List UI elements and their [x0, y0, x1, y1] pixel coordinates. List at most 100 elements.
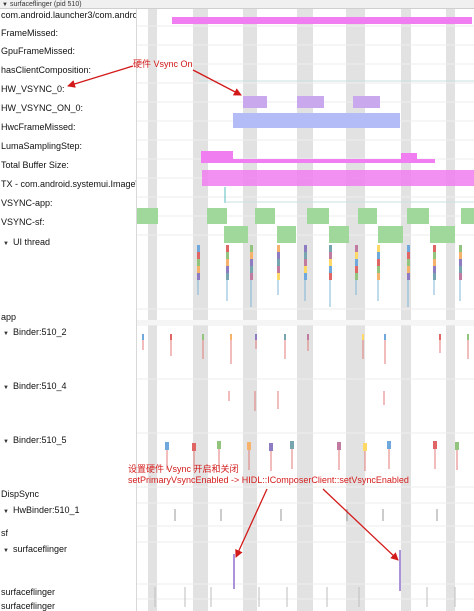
binder5-slice [337, 442, 341, 450]
ui-thread-slice [355, 259, 358, 266]
binder2-slice [202, 334, 204, 340]
hw-vsync-slice [243, 96, 267, 108]
ui-thread-slice [250, 259, 253, 266]
binder5-slice [192, 443, 196, 451]
binder2-slice [467, 334, 469, 340]
hw-vsync-on-slice [233, 113, 400, 128]
ui-thread-slice [355, 245, 358, 252]
track-label-app[interactable]: app [1, 312, 17, 322]
ui-thread-slice [433, 266, 436, 273]
binder5-slice [165, 442, 169, 450]
chevron-down-icon[interactable]: ▼ [3, 385, 9, 391]
collapse-triangle-icon[interactable]: ▼ [2, 2, 8, 8]
ui-thread-slice [304, 245, 307, 252]
chevron-down-icon[interactable]: ▼ [3, 241, 9, 247]
app-band [137, 320, 474, 325]
binder2-slice [384, 334, 386, 340]
ui-thread-slice [250, 245, 253, 252]
binder2-slice [170, 334, 172, 340]
track-labels-panel: com.android.launcher3/com.andro FrameMis… [0, 9, 137, 611]
chevron-down-icon[interactable]: ▼ [3, 509, 9, 515]
ui-thread-slice [407, 273, 410, 280]
vsync-column [148, 9, 157, 611]
ui-thread-slice [226, 273, 229, 280]
ui-thread-slice [277, 266, 280, 273]
track-label-surfaceflinger-2[interactable]: surfaceflinger [1, 587, 56, 597]
ui-thread-slice [277, 259, 280, 266]
track-label-vsyncsf[interactable]: VSYNC-sf: [1, 217, 45, 227]
ui-thread-slice [226, 266, 229, 273]
ui-thread-slice [355, 252, 358, 259]
binder2-slice [230, 334, 232, 340]
vsync-app-slice [137, 208, 158, 224]
track-label-txsystemui[interactable]: TX - com.android.systemui.Image\ [1, 179, 136, 189]
ui-thread-slice [226, 259, 229, 266]
ui-thread-slice [433, 259, 436, 266]
track-label-gpuframemissed[interactable]: GpuFrameMissed: [1, 46, 76, 56]
ui-thread-slice [329, 266, 332, 273]
hw-vsync-slice [297, 96, 324, 108]
track-label-totalbuffer[interactable]: Total Buffer Size: [1, 160, 69, 170]
binder5-slice [363, 443, 367, 451]
chevron-down-icon[interactable]: ▼ [3, 548, 9, 554]
track-label-binder5[interactable]: ▼ Binder:510_5 [1, 435, 136, 448]
track-label-sf[interactable]: sf [1, 528, 9, 538]
ui-thread-slice [355, 266, 358, 273]
ui-thread-slice [459, 259, 462, 266]
track-label-binder4[interactable]: ▼ Binder:510_4 [1, 381, 136, 394]
chevron-down-icon[interactable]: ▼ [3, 331, 9, 337]
track-label-uithread[interactable]: ▼ UI thread [1, 237, 136, 250]
ui-thread-slice [304, 252, 307, 259]
track-label-surfaceflinger-3[interactable]: surfaceflinger [1, 601, 56, 611]
ui-thread-slice [304, 273, 307, 280]
ui-thread-slice [329, 252, 332, 259]
track-label-hwvsyncon0[interactable]: HW_VSYNC_ON_0: [1, 103, 84, 113]
vsync-app-slice [358, 208, 377, 224]
ui-thread-slice [304, 266, 307, 273]
vsync-column [446, 9, 455, 611]
binder2-slice [307, 334, 309, 340]
track-label-dispsync[interactable]: DispSync [1, 489, 40, 499]
vsync-app-slice [207, 208, 227, 224]
track-label-launcher[interactable]: com.android.launcher3/com.andro [1, 10, 136, 20]
binder2-slice [284, 334, 286, 340]
launcher-slice [172, 17, 472, 24]
annotation-set-vsync-title: 设置硬件 Vsync 开启和关闭 [128, 464, 239, 474]
window-title: surfaceflinger (pid 510) [9, 1, 82, 8]
track-label-framemissed[interactable]: FrameMissed: [1, 28, 59, 38]
ui-thread-slice [433, 245, 436, 252]
track-label-vsyncapp[interactable]: VSYNC-app: [1, 198, 53, 208]
vsync-sf-slice [224, 226, 248, 243]
binder2-slice [439, 334, 441, 340]
vsync-sf-slice [277, 226, 296, 243]
ui-thread-slice [407, 252, 410, 259]
track-label-hwbinder[interactable]: ▼ HwBinder:510_1 [1, 505, 136, 518]
ui-thread-slice [377, 252, 380, 259]
vsync-app-slice [255, 208, 275, 224]
ui-thread-slice [197, 266, 200, 273]
track-label-hwvsync0[interactable]: HW_VSYNC_0: [1, 84, 65, 94]
track-label-surfaceflinger-1[interactable]: ▼ surfaceflinger [1, 544, 136, 557]
annotation-set-vsync-call: setPrimaryVsyncEnabled -> HIDL::ICompose… [128, 475, 409, 485]
ui-thread-slice [250, 273, 253, 280]
vsync-sf-slice [329, 226, 349, 243]
binder5-slice [247, 442, 251, 450]
timeline-canvas [137, 9, 474, 611]
track-label-binder2[interactable]: ▼ Binder:510_2 [1, 327, 136, 340]
track-label-lumasampling[interactable]: LumaSamplingStep: [1, 141, 83, 151]
ui-thread-slice [377, 259, 380, 266]
track-label-hasclientcomp[interactable]: hasClientComposition: [1, 65, 92, 75]
vsync-column [193, 9, 208, 611]
chevron-down-icon[interactable]: ▼ [3, 439, 9, 445]
binder2-slice [255, 334, 257, 340]
ui-thread-slice [407, 266, 410, 273]
ui-thread-slice [459, 245, 462, 252]
timeline-tracks-area[interactable] [137, 9, 474, 611]
binder2-slice [142, 334, 144, 340]
binder5-slice [455, 442, 459, 450]
annotation-hw-vsync-on: 硬件 Vsync On [133, 59, 193, 69]
ui-thread-slice [329, 259, 332, 266]
ui-thread-slice [377, 266, 380, 273]
ui-thread-slice [197, 273, 200, 280]
track-label-hwcframemissed[interactable]: HwcFrameMissed: [1, 122, 76, 132]
